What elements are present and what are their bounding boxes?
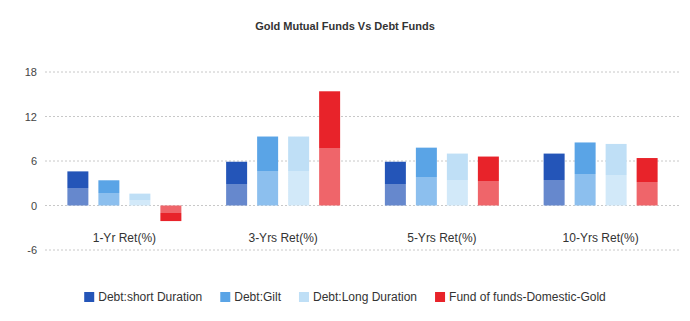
legend-swatch [299,292,309,302]
grid-line [45,250,680,251]
bar [288,137,309,206]
chart-svg: Gold Mutual Funds Vs Debt Funds -6 0 6 12 18 1… [0,0,690,321]
y-tick-label: 12 [25,111,37,123]
legend-label: Debt:Gilt [234,290,281,304]
bar [606,144,627,206]
bar [129,194,150,206]
bar [575,142,596,205]
grid-line [45,116,680,117]
chart-title: Gold Mutual Funds Vs Debt Funds [255,20,435,32]
x-tick-label: 1-Yr Ret(%) [93,231,156,245]
grid [45,72,680,250]
bar [385,162,406,206]
chart-container: Gold Mutual Funds Vs Debt Funds -6 0 6 12 18 1… [0,0,690,321]
y-tick-label: -6 [27,244,37,256]
x-tick-label: 10-Yrs Ret(%) [563,231,639,245]
legend-label: Fund of funds-Domestic-Gold [449,290,606,304]
legend-label: Debt:short Duration [98,290,202,304]
legend-swatch [435,292,445,302]
bar [226,162,247,206]
bar [637,158,658,205]
x-tick-label: 5-Yrs Ret(%) [407,231,476,245]
legend-item: Debt:Gilt [220,290,281,304]
bar [257,137,278,206]
y-tick-label: 0 [31,200,37,212]
legend: Debt:short Duration Debt:Gilt Debt:Long Du… [84,290,606,304]
bar [447,154,468,206]
bar [544,154,565,206]
legend-item: Debt:Long Duration [299,290,417,304]
bar [478,157,499,206]
x-tick-label: 3-Yrs Ret(%) [248,231,317,245]
bar [67,171,88,205]
bar [160,206,181,222]
bar [98,180,119,205]
bar [319,91,340,205]
y-tick-label: 6 [31,155,37,167]
legend-item: Fund of funds-Domestic-Gold [435,290,606,304]
bars [67,91,657,221]
legend-swatch [84,292,94,302]
legend-label: Debt:Long Duration [313,290,417,304]
y-tick-label: 18 [25,66,37,78]
legend-swatch [220,292,230,302]
legend-item: Debt:short Duration [84,290,202,304]
bar [416,148,437,206]
grid-line [45,72,680,73]
